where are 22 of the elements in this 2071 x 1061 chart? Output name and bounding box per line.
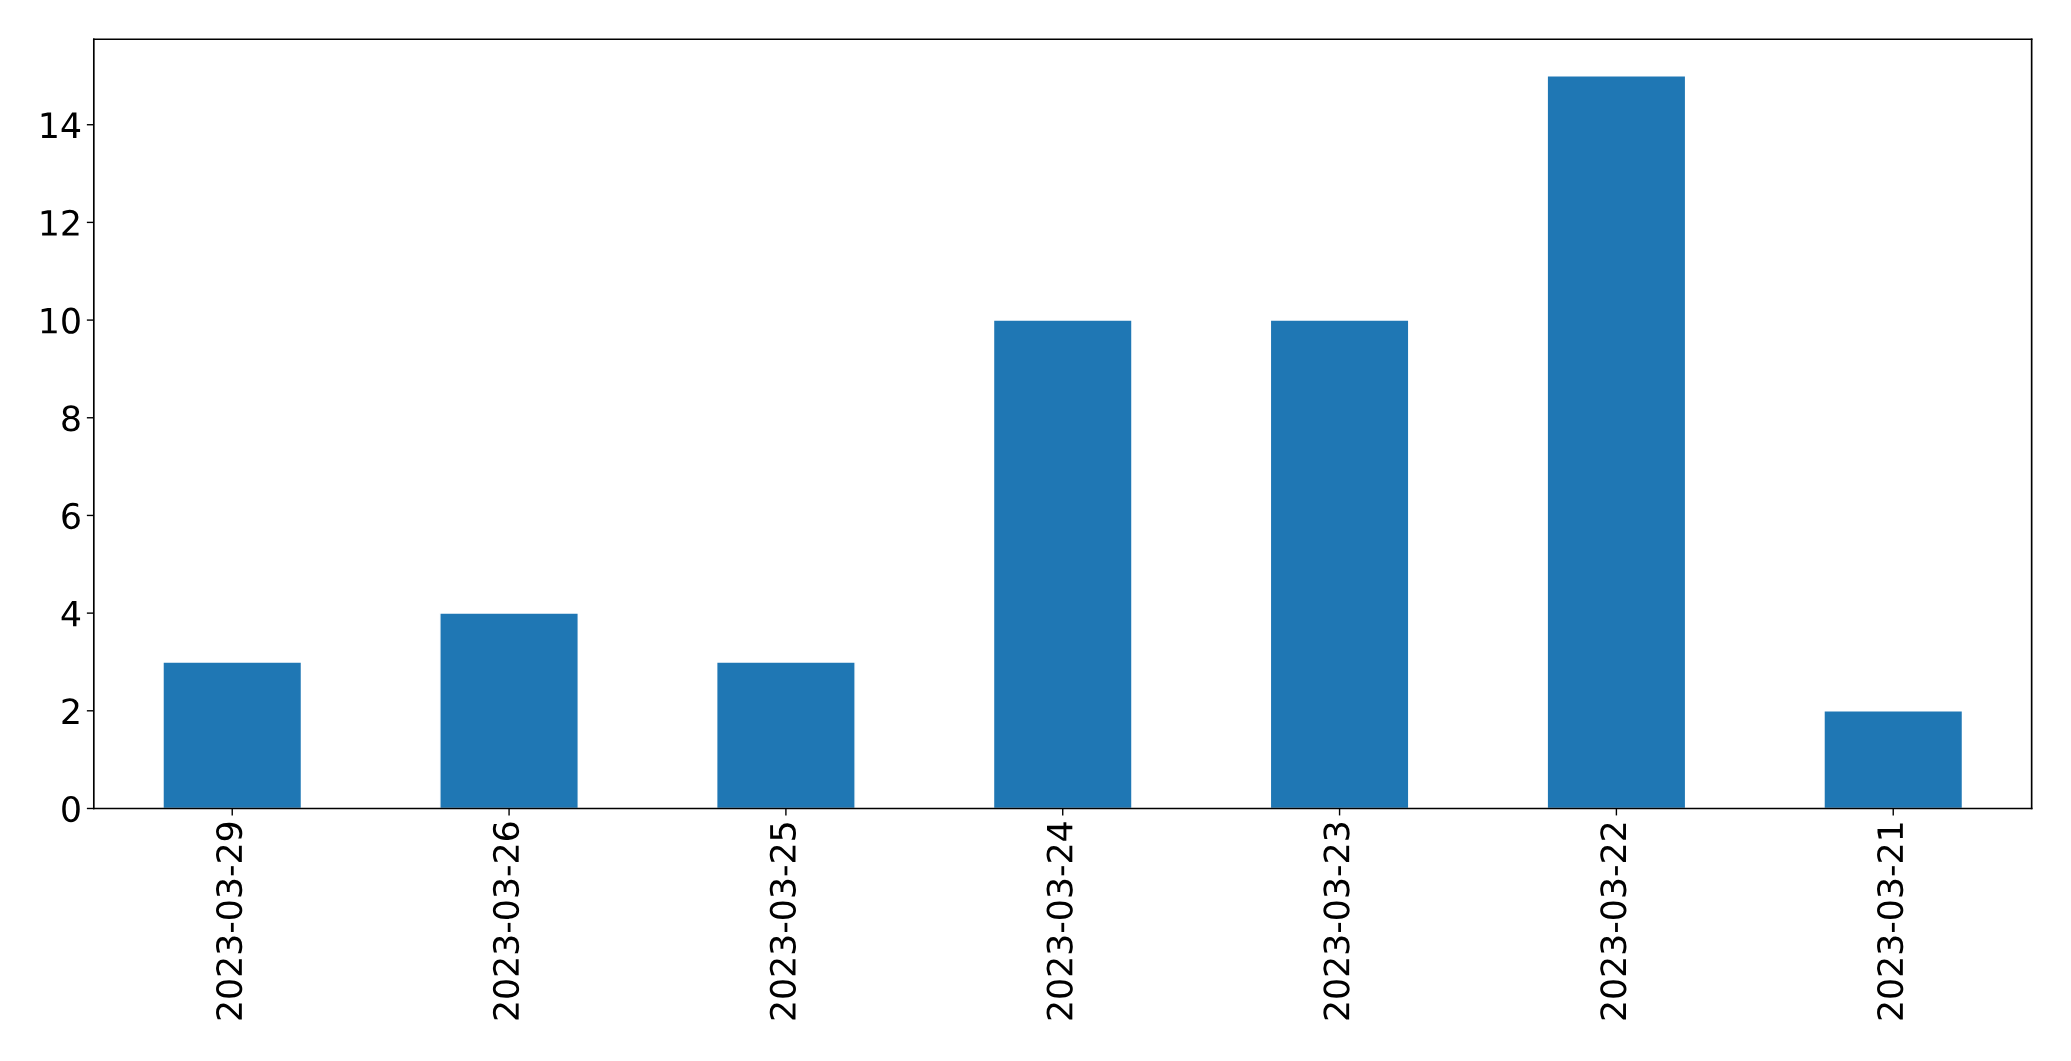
bar <box>162 661 303 809</box>
x-tick-label: 2023-03-29 <box>216 822 243 1020</box>
y-tick-label: 4 <box>61 601 81 627</box>
x-tick-label: 2023-03-23 <box>1323 823 1350 1020</box>
x-tick-label: 2023-03-21 <box>1877 823 1904 1020</box>
y-tick-label: 0 <box>62 795 80 823</box>
x-tick-label: 2023-03-26 <box>492 822 520 1020</box>
bar <box>1546 75 1687 809</box>
y-tick-label: 14 <box>41 112 81 138</box>
bar <box>439 612 579 809</box>
bar <box>992 319 1133 809</box>
bar <box>1823 710 1964 809</box>
y-tick-label: 8 <box>62 405 80 432</box>
x-tick-label: 2023-03-24 <box>1046 822 1073 1020</box>
y-tick-label: 2 <box>62 698 79 724</box>
y-tick-label: 6 <box>62 502 80 530</box>
bar <box>715 661 856 809</box>
y-tick-label: 12 <box>41 209 79 236</box>
y-tick-label: 10 <box>41 307 80 334</box>
x-tick-label: 2023-03-22 <box>1600 823 1627 1020</box>
x-tick-label: 2023-03-25 <box>769 823 796 1020</box>
bar <box>1269 319 1410 809</box>
